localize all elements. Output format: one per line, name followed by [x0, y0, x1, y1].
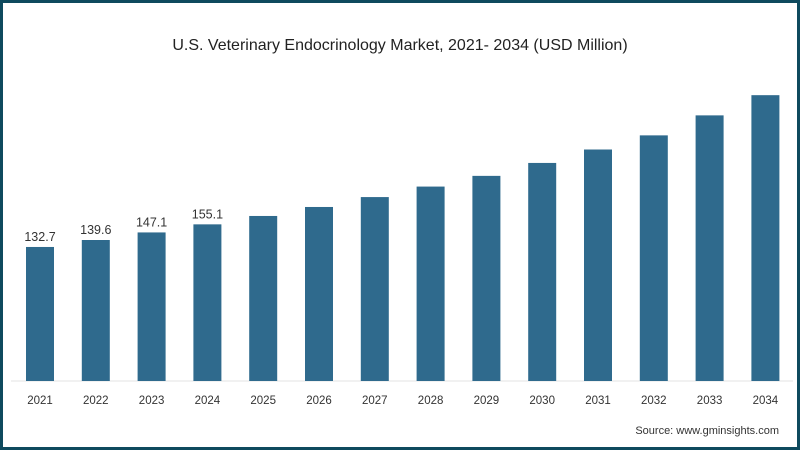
x-tick-label: 2023	[139, 395, 165, 407]
x-tick-label: 2029	[474, 395, 500, 407]
bar-2028	[416, 186, 445, 381]
x-tick-label: 2031	[585, 395, 611, 407]
x-tick-label: 2026	[306, 395, 332, 407]
bar-2026	[305, 206, 333, 381]
bar-2029	[472, 175, 501, 381]
bar-2034	[751, 95, 780, 382]
x-tick-label: 2025	[250, 395, 276, 407]
bar-2033	[695, 115, 724, 382]
x-tick-label: 2027	[362, 395, 388, 407]
x-tick-label: 2034	[753, 395, 779, 407]
bar-2025	[249, 215, 278, 381]
bar-2030	[528, 162, 557, 381]
bar-chart: 2021 132.7 2022 139.6 2023 147.1 2024 155.1 2025…	[11, 95, 793, 407]
x-tick-label: 2022	[83, 395, 109, 407]
x-tick-label: 2028	[418, 395, 444, 407]
bar-2022	[81, 240, 110, 381]
bar-2032	[639, 135, 668, 381]
data-label: 155.1	[192, 207, 223, 221]
x-tick-label: 2033	[697, 395, 723, 407]
data-label: 147.1	[136, 215, 167, 229]
source-note: Source: www.gminsights.com	[635, 425, 779, 437]
bar-2023	[137, 232, 166, 381]
bar-2021	[26, 246, 54, 381]
bar-2027	[360, 197, 389, 381]
data-label: 139.6	[80, 223, 111, 237]
x-tick-label: 2024	[195, 395, 221, 407]
data-label: 132.7	[24, 230, 55, 244]
x-tick-label: 2021	[27, 395, 53, 407]
x-tick-label: 2032	[641, 395, 667, 407]
x-tick-label: 2030	[529, 395, 555, 407]
chart-title: U.S. Veterinary Endocrinology Market, 20…	[172, 37, 628, 54]
bar-2024	[193, 224, 222, 381]
bar-2031	[584, 149, 612, 381]
